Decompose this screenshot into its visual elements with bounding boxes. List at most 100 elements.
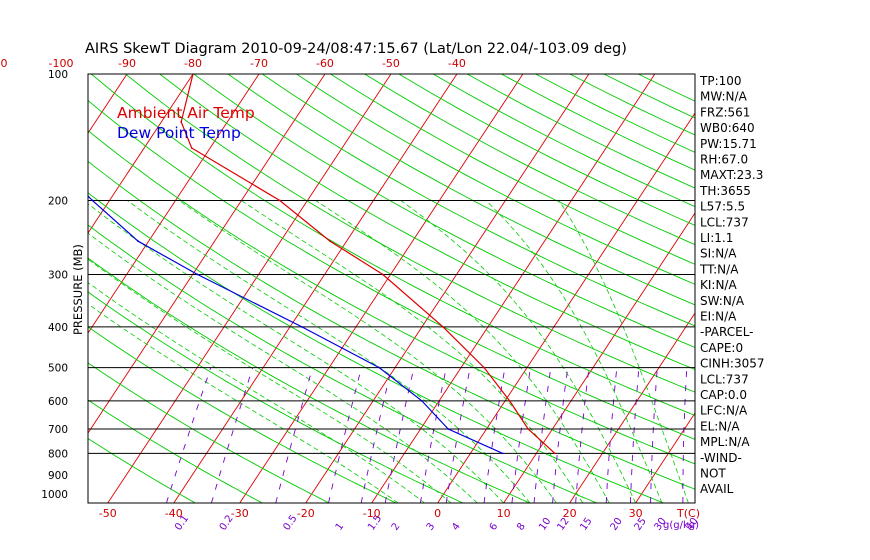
dew-point-temp-point-600 bbox=[421, 400, 423, 402]
mixing-ratio-line bbox=[605, 367, 618, 503]
dew-point-temp-point-300 bbox=[196, 273, 199, 276]
ambient-air-temp-point-150 bbox=[190, 147, 193, 149]
pressure-tick-label: 400 bbox=[48, 322, 68, 334]
moist-adiabat-line bbox=[178, 200, 557, 503]
isotherm-line bbox=[88, 74, 326, 434]
top-temperature-label: -90 bbox=[118, 57, 136, 70]
top-temperature-label: -100 bbox=[49, 57, 74, 70]
side-panel-item: TP:100 bbox=[699, 74, 742, 88]
mixing-ratio-label: 10 bbox=[537, 516, 553, 533]
moist-adiabat-line bbox=[400, 200, 636, 503]
isotherm-line bbox=[88, 74, 194, 234]
side-panel-item: WB0:640 bbox=[700, 121, 755, 135]
dry-adiabat-line bbox=[261, 74, 695, 306]
dry-adiabat-line bbox=[88, 224, 597, 503]
side-panel-item: SW:N/A bbox=[700, 294, 745, 308]
mixing-ratio-line bbox=[511, 367, 531, 503]
side-panel-item: LCL:737 bbox=[700, 372, 749, 386]
pressure-tick-label: 1000 bbox=[41, 489, 68, 501]
isotherm-line bbox=[503, 212, 695, 503]
dry-adiabat-line bbox=[227, 74, 695, 327]
side-panel-item: LFC:N/A bbox=[700, 404, 748, 418]
top-temperature-label: -50 bbox=[382, 57, 400, 70]
mixing-ratio-line bbox=[650, 367, 658, 503]
side-panel-item: FRZ:561 bbox=[700, 105, 750, 119]
mixing-ratio-line bbox=[552, 367, 569, 503]
mixing-ratio-label: 2 bbox=[390, 521, 403, 533]
mixing-ratio-label: 4 bbox=[450, 521, 463, 533]
mixing-ratio-line bbox=[575, 367, 590, 503]
isotherm-line bbox=[834, 74, 870, 503]
moist-adiabat-line bbox=[558, 200, 689, 503]
mixing-ratio-label: 3 bbox=[425, 521, 438, 533]
ambient-air-temp-point-130 bbox=[180, 120, 183, 123]
dew-point-temp-point-800 bbox=[501, 452, 504, 455]
ambient-air-temp-point-400 bbox=[442, 326, 444, 328]
side-panel-item: MAXT:23.3 bbox=[700, 168, 763, 182]
mixing-ratio-line bbox=[682, 367, 688, 503]
dew-point-temp-point-250 bbox=[137, 240, 139, 243]
chart-title: AIRS SkewT Diagram 2010-09-24/08:47:15.6… bbox=[85, 41, 627, 57]
mixing-ratio-label: 1 bbox=[334, 521, 347, 533]
top-temperature-label: -40 bbox=[448, 57, 466, 70]
moist-adiabat-line bbox=[88, 232, 478, 503]
side-panel-item: CAP:0.0 bbox=[700, 388, 747, 402]
dry-adiabat-line bbox=[88, 362, 330, 503]
mixing-ratio-line bbox=[275, 367, 313, 503]
legend-dew-point-temp: Dew Point Temp bbox=[117, 124, 241, 142]
mixing-ratio-label: 8 bbox=[515, 521, 528, 533]
moist-adiabat-line bbox=[88, 258, 452, 503]
dry-adiabat-line bbox=[88, 399, 263, 503]
bottom-temperature-label: 10 bbox=[497, 507, 511, 520]
isotherm-line bbox=[107, 74, 392, 503]
isotherm-line bbox=[437, 112, 695, 503]
moist-adiabat-line bbox=[88, 203, 504, 503]
top-temperature-label: -110 bbox=[0, 57, 8, 70]
dry-adiabat-line bbox=[88, 99, 695, 440]
axis-layer: 1002003004005006007008009001000-120-110-… bbox=[0, 57, 701, 533]
bottom-temperature-label: 20 bbox=[563, 507, 577, 520]
pressure-tick-label: 900 bbox=[48, 470, 68, 482]
dry-adiabat-line bbox=[466, 74, 695, 189]
mixing-ratio-label: 15 bbox=[578, 516, 594, 533]
side-panel-item: L57:5.5 bbox=[700, 200, 745, 214]
moist-adiabat-line bbox=[485, 200, 663, 503]
mixing-ratio-line bbox=[419, 367, 447, 503]
ambient-air-temp-point-300 bbox=[381, 273, 384, 276]
pressure-tick-label: 100 bbox=[48, 69, 68, 81]
pressure-tick-label: 500 bbox=[48, 363, 68, 375]
bottom-temperature-label: -30 bbox=[231, 507, 249, 520]
ambient-air-temp-point-700 bbox=[527, 428, 529, 430]
side-panel-item: EL:N/A bbox=[700, 419, 740, 433]
mixing-ratio-line bbox=[629, 367, 640, 503]
mixing-ratio-label: 6 bbox=[488, 521, 501, 533]
mixing-ratio-line bbox=[328, 367, 362, 503]
mixing-ratio-line bbox=[384, 367, 415, 503]
temperature-unit-label: T(C) bbox=[676, 507, 700, 520]
ambient-air-temp-point-800 bbox=[553, 452, 556, 455]
dry-adiabat-line bbox=[125, 74, 695, 393]
grid-layer bbox=[0, 74, 870, 503]
dry-adiabat-line bbox=[88, 257, 531, 503]
moist-adiabat-line bbox=[241, 200, 584, 503]
isotherm-line bbox=[88, 74, 128, 134]
bottom-temperature-label: 30 bbox=[629, 507, 643, 520]
dry-adiabat-line bbox=[193, 74, 695, 348]
side-panel-item: PW:15.71 bbox=[700, 137, 757, 151]
isotherm-line bbox=[768, 74, 870, 503]
mixing-ratio-label: 20 bbox=[609, 516, 625, 533]
side-panel-item: LCL:737 bbox=[700, 215, 749, 229]
isotherm-line bbox=[0, 74, 61, 503]
dry-adiabat-line bbox=[88, 192, 664, 503]
plot-frame bbox=[87, 73, 696, 504]
isotherm-line bbox=[88, 74, 260, 334]
dry-adiabat-line bbox=[91, 74, 695, 416]
mixing-ratio-line bbox=[483, 367, 506, 503]
dry-adiabat-line bbox=[88, 437, 196, 503]
dry-adiabat-line bbox=[88, 291, 464, 503]
bottom-temperature-label: -50 bbox=[99, 507, 117, 520]
dew-point-temp-point-400 bbox=[300, 326, 303, 328]
ambient-air-temp-point-200 bbox=[278, 199, 281, 202]
